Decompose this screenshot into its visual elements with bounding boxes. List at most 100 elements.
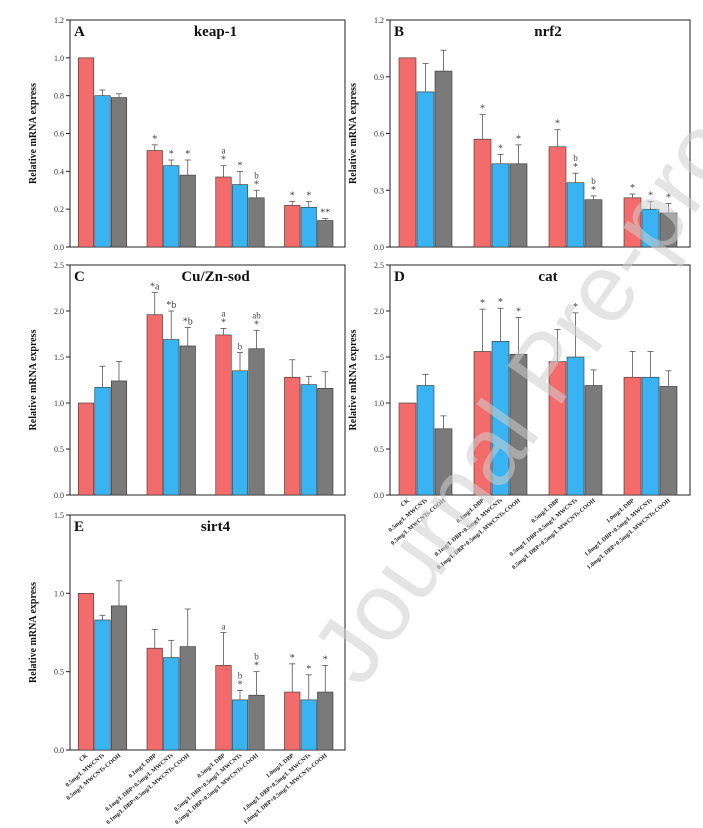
bar-gray	[110, 97, 128, 248]
significance-label: *	[480, 298, 485, 309]
x-tick-label: 1.0mg/L DBP+0.5mg/L MWCNTs-COOH	[586, 498, 672, 571]
bar-gray	[317, 691, 334, 751]
y-tick-label: 0.6	[54, 130, 64, 139]
significance-label: *b	[183, 317, 193, 328]
y-tick-label: 1.0	[54, 589, 64, 598]
significance-label: *	[238, 160, 243, 171]
significance-label: **	[320, 208, 330, 219]
plot-frame	[69, 264, 346, 496]
y-tick-label: 2.0	[374, 307, 384, 316]
bar-blue	[641, 208, 660, 248]
bar-red	[215, 665, 232, 751]
y-tick-label: 2.5	[374, 261, 384, 270]
bar-gray	[509, 163, 528, 248]
significance-label: *	[254, 179, 259, 190]
bar-red	[146, 647, 163, 751]
bar-blue	[491, 163, 510, 248]
significance-label: *	[480, 104, 485, 115]
y-tick-label: 0.5	[54, 668, 64, 677]
bar-red	[398, 402, 417, 496]
bar-gray	[248, 694, 265, 751]
bar-red	[215, 176, 232, 248]
y-tick-label: 0.8	[54, 92, 64, 101]
chart-title: nrf2	[534, 24, 562, 40]
significance-label: *	[290, 191, 295, 202]
bar-red	[77, 402, 95, 496]
bar-blue	[163, 165, 180, 248]
panel-d: 0.0 0.5 1.0 1.5 2.0 2.5 Relative mRNA express D…	[348, 261, 691, 571]
bar-gray	[110, 605, 128, 751]
bar-blue	[94, 95, 111, 248]
bar-gray	[179, 345, 196, 496]
significance-label: *	[306, 664, 311, 675]
significance-label: *	[221, 155, 226, 166]
bar-blue	[94, 619, 111, 751]
bar-red	[623, 376, 642, 496]
significance-label: *	[152, 134, 157, 145]
significance-label: *	[648, 191, 653, 202]
bar-red	[548, 361, 567, 496]
panel-e: 0.0 0.5 1.0 1.5 Relative mRNA express E sirt4 C…	[28, 511, 346, 826]
significance-label: b	[573, 153, 578, 163]
bar-gray	[509, 353, 528, 496]
significance-label: *	[221, 317, 226, 328]
significance-label: *	[498, 143, 503, 154]
bar-gray	[584, 385, 603, 496]
y-tick-label: 0.5	[374, 445, 384, 454]
chart-title: Cu/Zn-sod	[181, 269, 250, 285]
bar-blue	[300, 699, 317, 751]
significance-label: *	[169, 149, 174, 160]
bar-blue	[566, 356, 585, 496]
bar-blue	[566, 182, 585, 248]
panel-a: 0.0 0.2 0.4 0.6 0.8 1.0 1.2 Relative mRNA expre…	[28, 16, 346, 252]
bar-red	[146, 150, 163, 248]
y-axis-label: Relative mRNA express	[348, 83, 359, 184]
panel-b: 0.0 0.3 0.6 0.9 1.2 Relative mRNA express B nrf…	[348, 16, 691, 252]
y-axis-label: Relative mRNA express	[28, 83, 39, 184]
significance-label: b	[238, 670, 243, 680]
significance-label: *	[254, 319, 259, 330]
x-tick-label: 1.0mg/L DBP+0.5mg/L MWCNTs	[584, 498, 654, 558]
chart-title: sirt4	[201, 519, 231, 535]
chart-title: cat	[538, 269, 557, 285]
bar-blue	[163, 339, 180, 496]
y-tick-label: 0.2	[54, 205, 64, 214]
significance-label: a	[222, 622, 226, 632]
y-tick-label: 1.5	[54, 511, 64, 520]
bar-red	[146, 314, 163, 496]
bar-blue	[416, 91, 435, 248]
x-tick-label: 0.5mg/L DBP+0.5mg/L MWCNTs	[509, 498, 579, 558]
plot-frame	[389, 264, 691, 496]
x-tick-label: CK	[400, 498, 411, 509]
bar-red	[398, 57, 417, 248]
bar-red	[548, 146, 567, 248]
bar-blue	[163, 657, 180, 751]
panel-letter: C	[74, 269, 85, 285]
x-tick-label: 0.1mg/L DBP+0.5mg/L MWCNTs-COOH	[436, 498, 522, 571]
bar-gray	[659, 212, 678, 248]
bar-blue	[300, 206, 317, 248]
bar-gray	[659, 386, 678, 496]
panel-letter: B	[394, 24, 404, 40]
bar-gray	[317, 220, 334, 248]
x-tick-label: 0.5mg/L DBP+0.5mg/L MWCNTs-COOH	[511, 498, 597, 571]
chart-title: keap-1	[194, 24, 237, 40]
bar-gray	[434, 428, 453, 496]
x-tick-label: 0.1mg/L DBP+0.5mg/L MWCNTs	[434, 498, 504, 558]
significance-label: a	[222, 308, 226, 318]
y-axis-label: Relative mRNA express	[28, 582, 39, 683]
y-tick-label: 0.0	[374, 491, 384, 500]
significance-label: *	[666, 192, 671, 203]
bar-red	[215, 334, 232, 496]
y-tick-label: 0.5	[54, 445, 64, 454]
panel-c: 0.0 0.5 1.0 1.5 2.0 2.5 Relative mRNA express C…	[28, 261, 346, 500]
y-tick-label: 1.0	[54, 399, 64, 408]
bar-blue	[94, 387, 111, 496]
bar-blue	[231, 699, 249, 751]
bar-gray	[248, 348, 265, 496]
panel-letter: E	[74, 519, 84, 535]
significance-label: *	[573, 302, 578, 313]
y-tick-label: 0.0	[54, 746, 64, 755]
bar-gray	[110, 380, 128, 496]
